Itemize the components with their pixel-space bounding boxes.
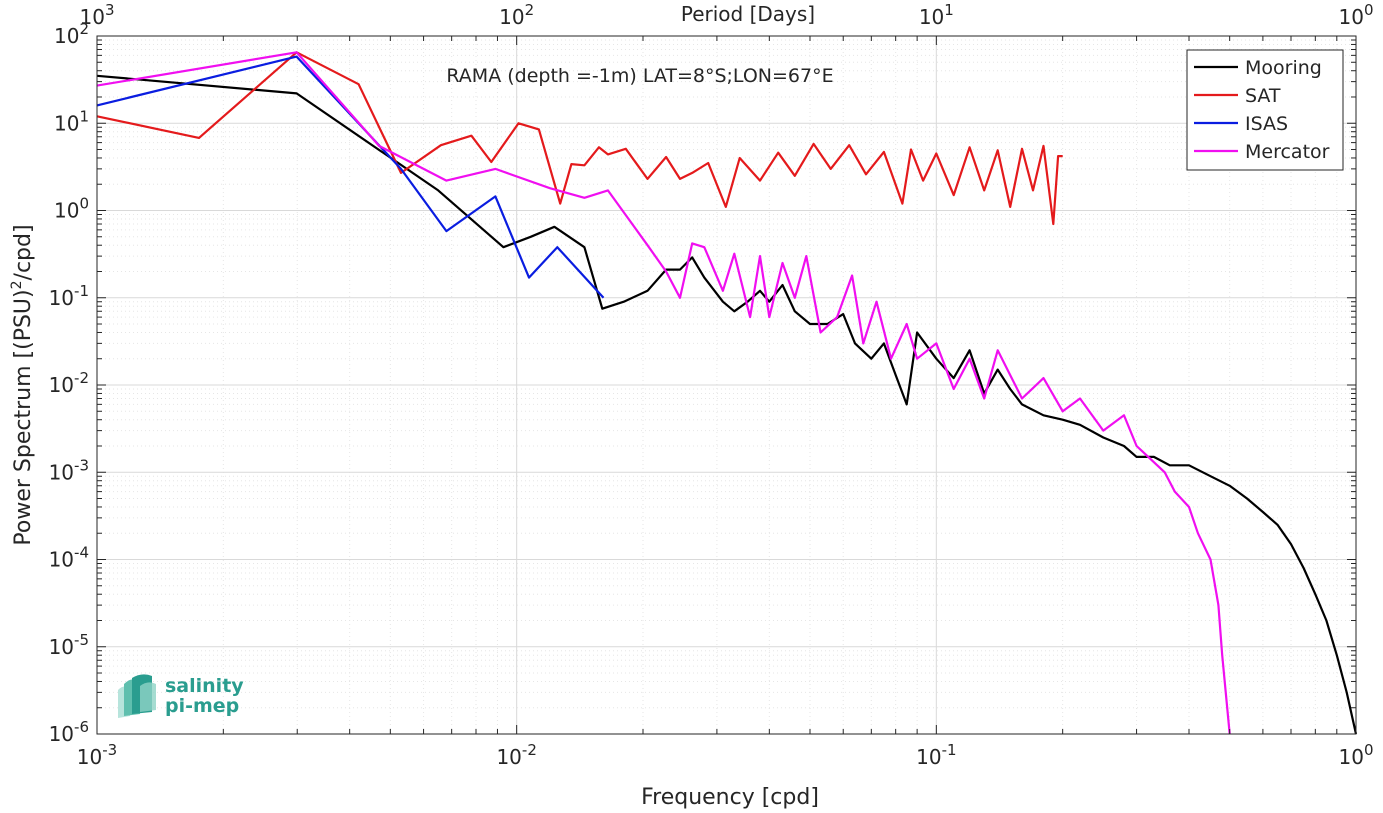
- legend-label: Mooring: [1245, 57, 1322, 79]
- y-tick-label: 10-5: [49, 631, 89, 659]
- top-tick-label: 100: [1339, 1, 1374, 29]
- x-axis-label: Frequency [cpd]: [641, 785, 819, 809]
- legend-label: SAT: [1245, 85, 1281, 107]
- y-tick-label: 10-1: [49, 282, 89, 310]
- tick-marks: [96, 36, 1356, 735]
- y-tick-label: 100: [54, 195, 89, 223]
- y-tick-label: 10-6: [49, 718, 89, 746]
- salinity-pi-mep-logo: salinity pi-mep: [118, 674, 244, 718]
- y-axis-label-main: Power Spectrum [(PSU): [11, 289, 36, 545]
- series-line-isas: [96, 55, 605, 299]
- x-tick-label: 10-2: [496, 741, 536, 769]
- x-tick-label: 10-3: [77, 741, 117, 769]
- x-tick-label: 100: [1339, 741, 1374, 769]
- y-tick-label: 102: [54, 20, 89, 48]
- y-axis-label-superscript: 2: [9, 280, 25, 289]
- top-tick-label: 103: [80, 1, 115, 29]
- y-axis-label-tail: /cpd]: [11, 224, 36, 280]
- series-line-sat: [96, 51, 1063, 226]
- logo-text-pimep: pi-mep: [165, 695, 239, 717]
- chart-title: RAMA (depth =-1m) LAT=8°S;LON=67°E: [446, 65, 833, 87]
- logo-wave-icon: [118, 674, 156, 718]
- series-line-mercator: [96, 51, 1231, 735]
- y-axis-label: Power Spectrum [(PSU)2/cpd]: [9, 224, 36, 545]
- top-tick-label: 102: [499, 1, 534, 29]
- series-group: [96, 51, 1358, 735]
- y-tick-label: 10-3: [49, 456, 89, 484]
- y-tick-label: 10-4: [49, 544, 89, 572]
- y-tick-label: 10-2: [49, 369, 89, 397]
- legend-label: Mercator: [1245, 141, 1330, 163]
- y-tick-label: 101: [54, 107, 89, 135]
- top-axis-label: Period [Days]: [681, 2, 815, 26]
- top-tick-label: 101: [919, 1, 954, 29]
- legend-label: ISAS: [1245, 113, 1288, 135]
- series-line-mooring: [96, 74, 1358, 735]
- legend: Mooring SAT ISAS Mercator: [1186, 49, 1344, 171]
- x-tick-label: 10-1: [916, 741, 956, 769]
- logo-text-salinity: salinity: [165, 675, 244, 697]
